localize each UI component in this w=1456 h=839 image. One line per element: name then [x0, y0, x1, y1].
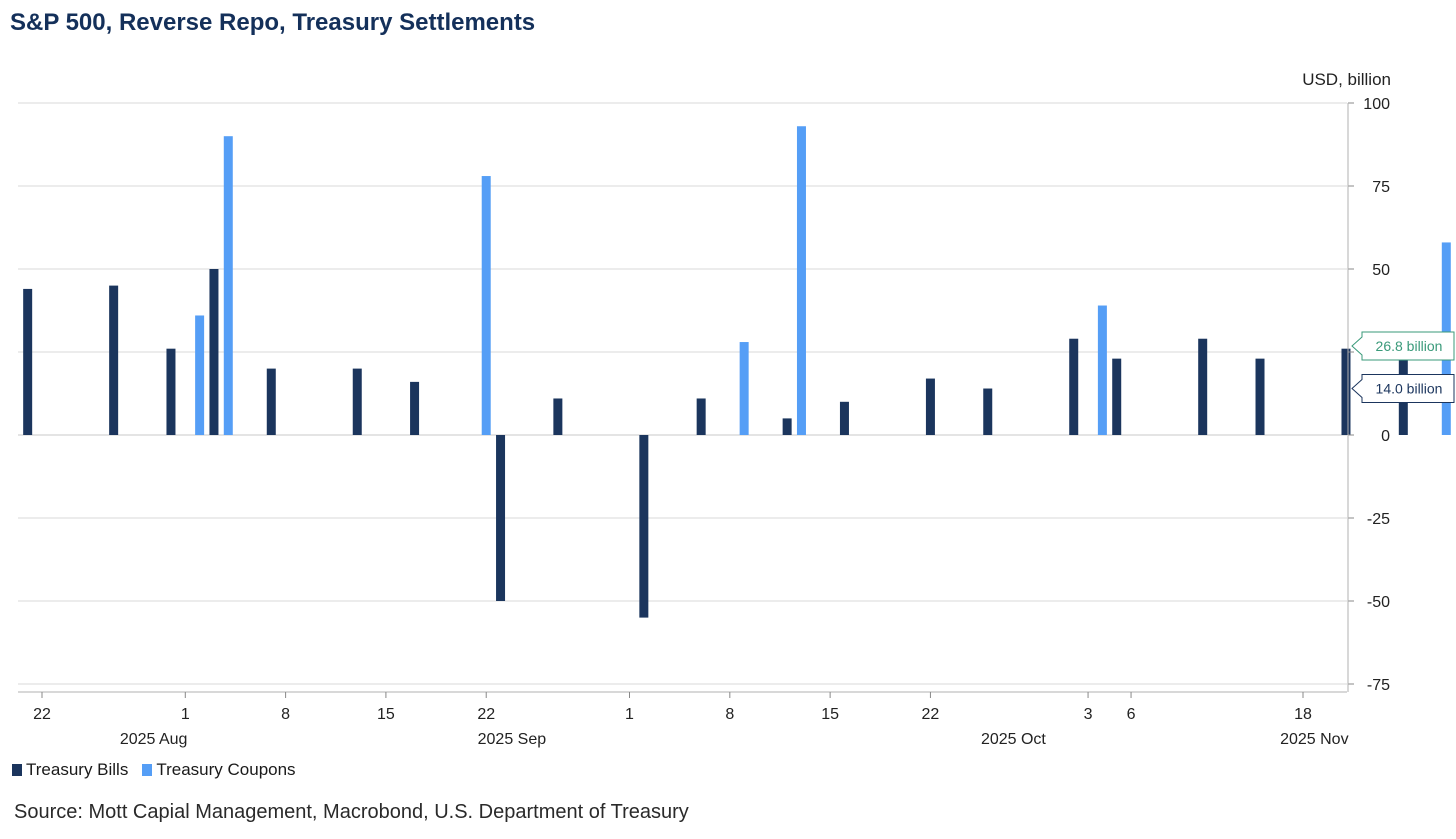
x-month-label: 2025 Sep — [478, 731, 547, 748]
bar-treasury-bills — [1112, 358, 1122, 435]
x-tick-label: 15 — [377, 706, 395, 723]
callout-label-bills: 14.0 billion — [1376, 381, 1443, 397]
bar-treasury-coupons — [223, 136, 233, 435]
bar-treasury-coupons — [796, 126, 806, 436]
x-tick-label: 22 — [477, 706, 495, 723]
bar-treasury-bills — [352, 368, 362, 435]
x-tick-label: 1 — [181, 706, 190, 723]
bar-treasury-bills — [925, 378, 935, 435]
legend: Treasury Bills Treasury Coupons — [12, 760, 296, 780]
bar-treasury-bills — [553, 398, 563, 435]
bar-treasury-bills — [209, 269, 219, 435]
bar-treasury-bills — [23, 288, 33, 435]
legend-item-bills[interactable]: Treasury Bills — [12, 760, 128, 780]
bar-treasury-bills — [496, 435, 506, 601]
bar-treasury-coupons — [739, 342, 749, 435]
callout-box-bills — [1351, 374, 1455, 404]
bar-treasury-coupons — [195, 315, 205, 435]
y-tick-label: 100 — [1363, 96, 1390, 113]
bar-treasury-bills — [983, 388, 993, 435]
x-month-label: 2025 Nov — [1280, 731, 1349, 748]
x-tick-label: 22 — [33, 706, 51, 723]
y-tick-label: -25 — [1367, 511, 1390, 528]
bar-treasury-bills — [639, 435, 649, 618]
chart-title: S&P 500, Reverse Repo, Treasury Settleme… — [10, 9, 536, 36]
x-tick-label: 6 — [1127, 706, 1136, 723]
bar-treasury-bills — [782, 418, 792, 435]
bar-treasury-bills — [266, 368, 276, 435]
x-month-label: 2025 Aug — [120, 731, 188, 748]
source-note: Source: Mott Capial Management, Macrobon… — [14, 801, 689, 823]
x-tick-label: 8 — [281, 706, 290, 723]
callout-label-coupons: 26.8 billion — [1376, 338, 1443, 354]
bar-treasury-bills — [839, 401, 849, 435]
x-tick-label: 1 — [625, 706, 634, 723]
x-tick-label: 3 — [1084, 706, 1093, 723]
callout-layer: 26.8 billion 14.0 billion — [1351, 331, 1455, 404]
legend-label-bills: Treasury Bills — [26, 760, 129, 779]
y-axis-label: USD, billion — [1302, 70, 1391, 89]
y-tick-label: -50 — [1367, 594, 1390, 611]
callout-box-coupons — [1351, 331, 1455, 361]
bar-treasury-bills — [1198, 338, 1208, 435]
x-tick-label: 15 — [821, 706, 839, 723]
bar-treasury-bills — [1255, 358, 1265, 435]
legend-item-coupons[interactable]: Treasury Coupons — [142, 760, 296, 780]
bar-treasury-coupons — [1097, 305, 1107, 435]
bar-treasury-bills — [410, 381, 420, 435]
y-tick-label: -75 — [1367, 677, 1390, 694]
bar-treasury-bills — [1341, 348, 1351, 435]
x-tick-label: 8 — [725, 706, 734, 723]
grid-layer — [18, 102, 1347, 685]
y-tick-label: 0 — [1381, 428, 1390, 445]
legend-swatch-bills — [12, 764, 22, 776]
legend-label-coupons: Treasury Coupons — [156, 760, 296, 779]
legend-swatch-coupons — [142, 764, 153, 776]
x-tick-label: 18 — [1294, 706, 1312, 723]
y-tick-label: 50 — [1372, 262, 1390, 279]
bar-treasury-bills — [1069, 338, 1079, 435]
bar-treasury-coupons — [481, 176, 491, 436]
x-month-label: 2025 Oct — [981, 731, 1046, 748]
bar-treasury-bills — [166, 348, 176, 435]
bar-treasury-bills — [696, 398, 706, 435]
y-tick-label: 75 — [1372, 179, 1390, 196]
x-tick-label: 22 — [922, 706, 940, 723]
bar-treasury-bills — [109, 285, 119, 435]
bar-layer — [23, 126, 1451, 618]
